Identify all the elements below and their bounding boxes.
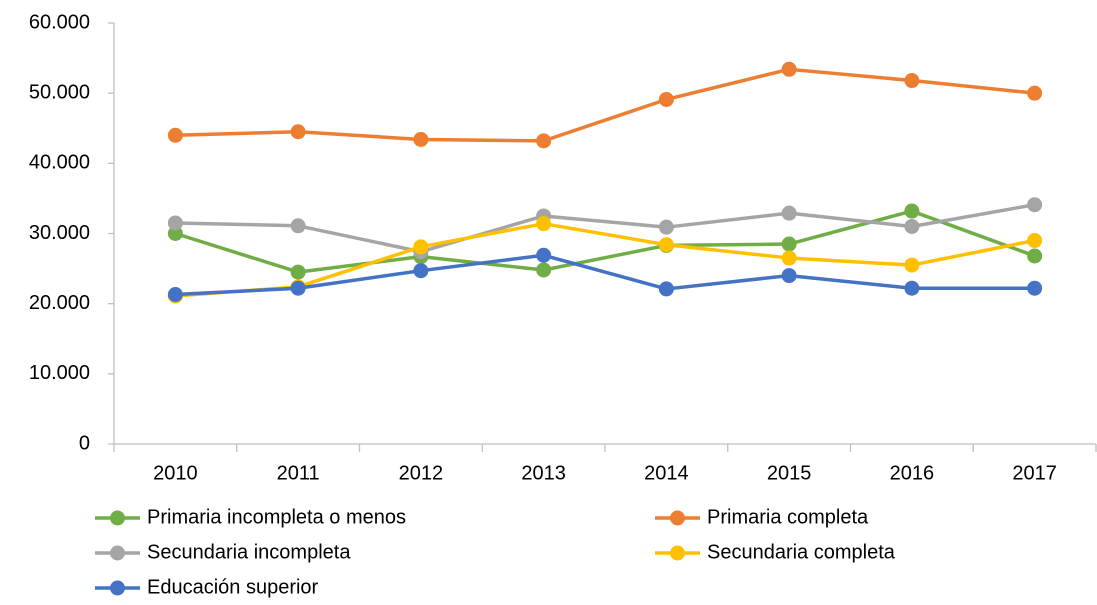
y-tick-label: 60.000	[29, 11, 90, 33]
x-tick-label: 2014	[644, 462, 689, 484]
data-point	[290, 264, 306, 280]
x-tick-label: 2010	[153, 462, 198, 484]
data-point	[904, 73, 920, 89]
data-point	[904, 280, 920, 296]
y-tick-label: 40.000	[29, 152, 90, 174]
data-point	[904, 257, 920, 273]
data-point	[1027, 248, 1043, 264]
x-tick-label: 2016	[890, 462, 935, 484]
data-point	[1027, 233, 1043, 249]
data-point	[781, 236, 797, 252]
data-point	[1027, 85, 1043, 101]
data-point	[781, 268, 797, 284]
data-point	[413, 239, 429, 255]
x-tick-label: 2012	[399, 462, 444, 484]
legend-marker	[670, 545, 685, 561]
legend-label: Primaria incompleta o menos	[147, 506, 406, 528]
data-point	[658, 219, 674, 235]
series-line	[175, 203, 1035, 254]
data-point	[536, 133, 552, 149]
y-tick-label: 20.000	[29, 292, 90, 314]
legend-label: Secundaria completa	[707, 541, 896, 563]
data-point	[904, 203, 920, 219]
y-tick-label: 30.000	[29, 222, 90, 244]
data-point	[536, 247, 552, 263]
legend-marker	[110, 580, 125, 596]
y-tick-label: 10.000	[29, 362, 90, 384]
data-point	[536, 216, 552, 232]
data-point	[1027, 197, 1043, 213]
x-tick-label: 2017	[1012, 462, 1057, 484]
legend-label: Educación superior	[147, 576, 319, 598]
data-point	[781, 250, 797, 266]
data-point	[167, 215, 183, 231]
series-line	[175, 67, 1035, 143]
series-line	[175, 221, 1035, 298]
x-tick-label: 2013	[521, 462, 566, 484]
legend-marker	[670, 510, 685, 526]
data-point	[658, 237, 674, 253]
series-line	[175, 253, 1035, 297]
legend-label: Primaria completa	[707, 506, 869, 528]
legend-marker	[110, 545, 125, 561]
data-point	[290, 124, 306, 140]
data-point	[290, 218, 306, 234]
x-tick-label: 2011	[277, 462, 320, 484]
data-point	[413, 263, 429, 279]
data-point	[658, 91, 674, 107]
y-tick-label: 50.000	[29, 81, 90, 103]
data-point	[781, 205, 797, 221]
data-point	[290, 280, 306, 296]
legend-label: Secundaria incompleta	[147, 541, 351, 563]
data-point	[167, 287, 183, 303]
legend-marker	[110, 510, 125, 526]
data-point	[658, 281, 674, 297]
data-point	[781, 61, 797, 77]
data-point	[167, 226, 183, 241]
series-line	[174, 209, 1036, 274]
data-point	[536, 262, 552, 278]
data-point	[1027, 280, 1043, 296]
x-tick-label: 2015	[767, 462, 812, 484]
data-point	[167, 127, 183, 143]
data-point	[413, 131, 429, 147]
data-point	[904, 218, 920, 234]
y-tick-label: 0	[79, 432, 90, 454]
